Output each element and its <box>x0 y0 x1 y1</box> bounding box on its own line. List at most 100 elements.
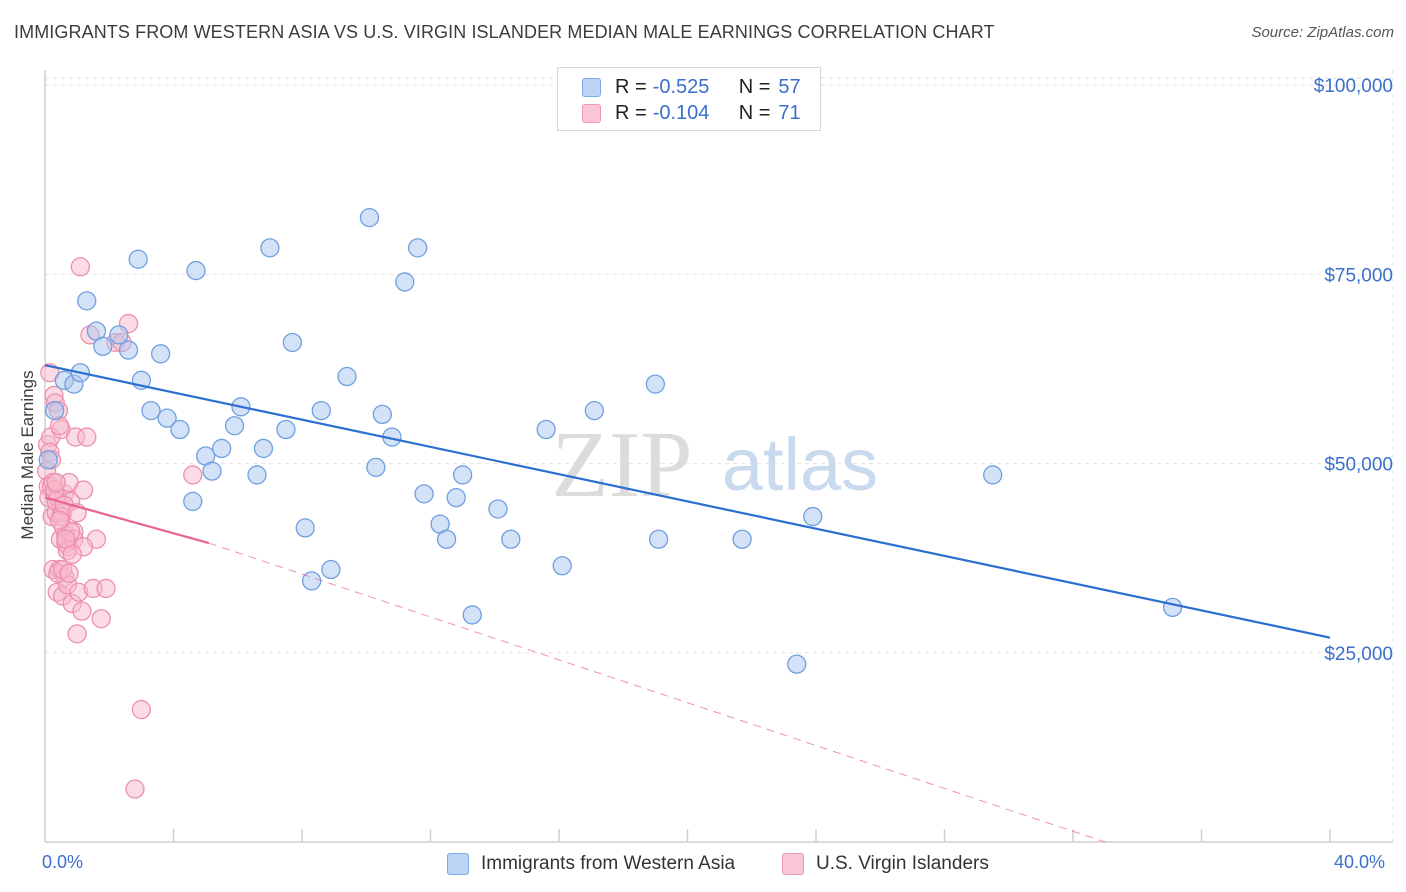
data-point-blue <box>645 374 666 394</box>
data-point-pink <box>72 601 92 621</box>
data-point-blue <box>462 605 482 625</box>
data-point-blue <box>436 529 457 549</box>
data-point-blue <box>183 491 203 512</box>
data-point-blue <box>260 238 280 258</box>
trend-lines <box>44 364 1331 843</box>
x-tick-label-min: 0.0% <box>42 852 84 872</box>
data-point-blue <box>787 654 807 674</box>
data-point-blue <box>501 529 521 549</box>
data-point-blue <box>38 450 58 470</box>
data-point-blue <box>414 484 434 504</box>
y-tick-labels: $25,000 $50,000 $75,000 $100,000 <box>1314 76 1393 665</box>
legend-swatch-blue <box>582 77 601 97</box>
data-point-blue <box>321 559 341 580</box>
data-point-pink <box>96 578 116 599</box>
data-point-blue <box>247 465 267 485</box>
data-point-blue <box>128 249 148 269</box>
y-axis-label: Median Male Earnings <box>18 370 37 540</box>
y-tick-label: $75,000 <box>1324 265 1393 286</box>
legend-r-label: R = <box>615 75 647 98</box>
data-point-blue <box>141 400 161 421</box>
data-point-blue <box>301 571 322 591</box>
data-point-blue <box>446 487 466 508</box>
legend-row-blue: R = -0.525 N = 57 <box>582 75 801 99</box>
data-point-blue <box>372 404 392 425</box>
legend-n-label: N = <box>738 101 771 124</box>
data-point-pink <box>67 624 87 644</box>
data-point-pink <box>62 544 82 565</box>
series-immigrants-western-asia <box>38 207 1183 674</box>
data-point-blue <box>150 344 171 364</box>
data-point-blue <box>395 272 415 292</box>
data-point-blue <box>337 366 357 387</box>
data-point-blue <box>552 556 572 576</box>
data-point-blue <box>109 325 129 345</box>
y-tick-label: $25,000 <box>1324 644 1393 665</box>
data-point-blue <box>536 419 556 440</box>
legend-n-label: N = <box>738 75 771 98</box>
data-point-pink <box>91 609 111 629</box>
data-point-pink <box>46 472 66 493</box>
data-point-pink <box>125 779 145 799</box>
data-point-blue <box>77 291 97 311</box>
trend-line-blue <box>44 364 1331 639</box>
data-point-pink <box>73 480 94 500</box>
data-point-blue <box>1162 597 1183 618</box>
data-point-pink <box>131 699 152 720</box>
data-point-blue <box>452 465 473 485</box>
data-point-blue <box>212 438 232 459</box>
legend-r-value: -0.104 <box>652 101 710 124</box>
data-point-blue <box>359 207 380 228</box>
data-point-blue <box>170 419 190 440</box>
bottom-legend-swatch-pink <box>782 853 804 875</box>
data-point-blue <box>44 400 65 421</box>
legend-n-value: 57 <box>778 75 801 98</box>
data-point-blue <box>276 419 296 440</box>
data-point-blue <box>732 529 752 549</box>
data-point-pink <box>70 257 90 277</box>
data-point-blue <box>253 438 274 459</box>
data-point-blue <box>311 400 331 421</box>
data-point-blue <box>983 465 1003 485</box>
watermark-atlas: atlas <box>722 423 878 506</box>
data-point-pink <box>183 465 203 485</box>
data-point-blue <box>202 461 222 481</box>
data-point-blue <box>224 416 245 436</box>
data-point-blue <box>282 332 303 353</box>
data-point-pink <box>59 563 79 583</box>
data-point-blue <box>803 506 823 527</box>
legend-swatch-pink <box>582 103 601 123</box>
data-point-blue <box>488 499 508 519</box>
y-tick-label: $100,000 <box>1314 76 1393 97</box>
trend-line-pink-extrapolated <box>208 542 1106 843</box>
data-point-blue <box>157 408 177 428</box>
bottom-legend-label-pink: U.S. Virgin Islanders <box>816 853 989 874</box>
legend-r-value: -0.525 <box>652 75 710 98</box>
data-point-blue <box>584 400 604 421</box>
chart-title: IMMIGRANTS FROM WESTERN ASIA VS U.S. VIR… <box>14 22 995 42</box>
legend-r-label: R = <box>615 101 647 124</box>
axes <box>44 70 1393 843</box>
bottom-legend-blue: Immigrants from Western Asia <box>447 852 735 876</box>
legend-row-pink: R = -0.104 N = 71 <box>582 101 801 125</box>
data-point-blue <box>295 518 315 538</box>
data-point-blue <box>186 260 206 281</box>
source-label: Source: ZipAtlas.com <box>1251 24 1394 41</box>
data-point-blue <box>118 340 139 360</box>
bottom-legend-swatch-blue <box>447 853 469 875</box>
data-point-blue <box>366 457 386 478</box>
legend-n-value: 71 <box>778 101 801 124</box>
y-tick-label: $50,000 <box>1324 455 1393 476</box>
watermark-zip: ZIP <box>552 413 693 517</box>
data-point-blue <box>648 529 669 549</box>
correlation-legend: R = -0.525 N = 57 R = -0.104 N = 71 <box>557 67 821 131</box>
data-point-pink <box>77 427 97 447</box>
grid-lines <box>45 70 1394 842</box>
data-point-blue <box>93 336 113 356</box>
data-point-blue <box>407 238 428 258</box>
trend-line-pink <box>44 496 210 545</box>
bottom-legend-pink: U.S. Virgin Islanders <box>782 852 989 876</box>
watermark: ZIP atlas <box>552 413 879 517</box>
bottom-legend-label-blue: Immigrants from Western Asia <box>481 853 736 874</box>
